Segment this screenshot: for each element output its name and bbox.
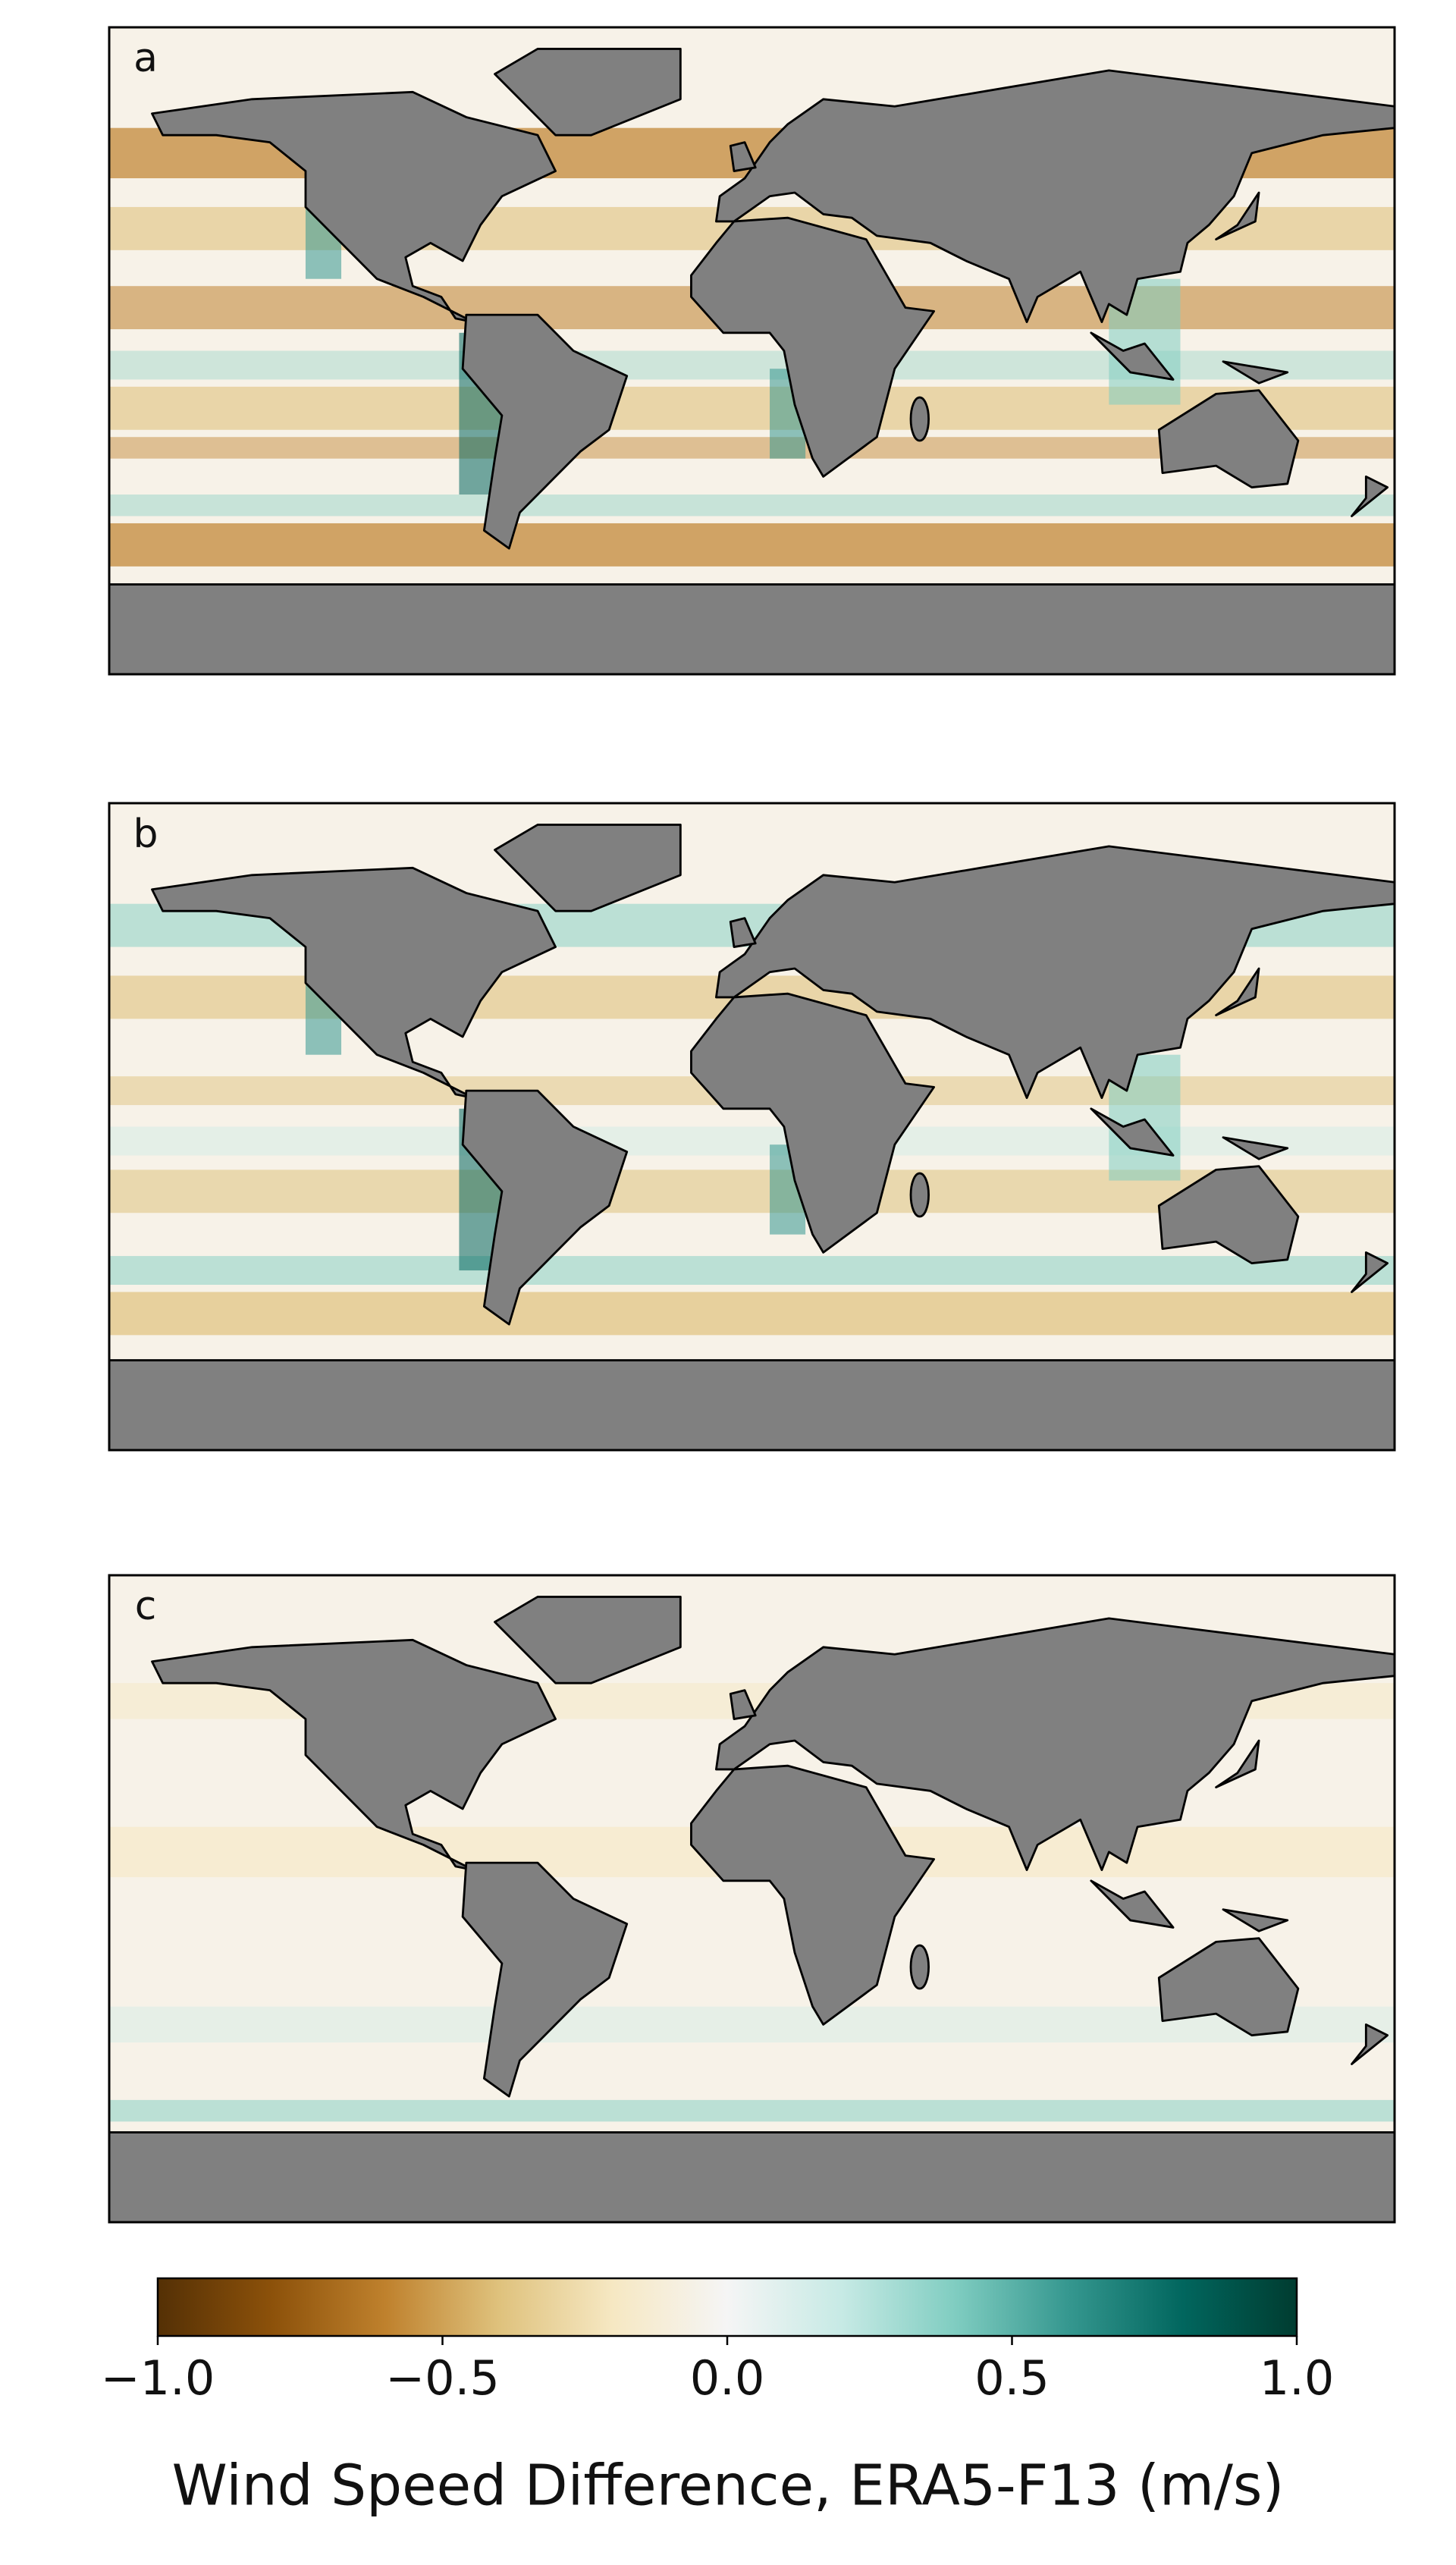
map xyxy=(109,803,1395,1450)
ocean-band xyxy=(109,523,1395,567)
colorbar-tick-label: 1.0 xyxy=(1260,2350,1335,2406)
panel-frame xyxy=(108,26,1396,676)
colorbar-tick-label: 0.5 xyxy=(974,2350,1050,2406)
ocean-band xyxy=(109,1126,1395,1156)
panel-label: c xyxy=(135,1584,157,1629)
panel-frame xyxy=(108,1574,1396,2224)
ocean-band xyxy=(109,350,1395,380)
ocean-band xyxy=(109,494,1395,516)
ocean-band xyxy=(109,1292,1395,1336)
map xyxy=(109,27,1395,674)
colorbar-tick-label: −0.5 xyxy=(385,2350,500,2406)
colorbar-scale xyxy=(156,2277,1298,2337)
map-panel: a xyxy=(108,26,1396,676)
map-panels: a b c xyxy=(108,26,1396,2224)
panel-label: b xyxy=(133,812,158,857)
colorbar-tick-label: 0.0 xyxy=(690,2350,765,2406)
ocean-band xyxy=(109,2099,1395,2122)
map xyxy=(109,1575,1395,2222)
panel-frame xyxy=(108,802,1396,1452)
ocean-band xyxy=(109,1256,1395,1286)
colorbar-tick-label: −1.0 xyxy=(101,2350,215,2406)
map-panel: c xyxy=(108,1574,1396,2224)
map-panel: b xyxy=(108,802,1396,1452)
colorbar-label: Wind Speed Difference, ERA5-F13 (m/s) xyxy=(172,2454,1285,2519)
colorbar: −1.0 −0.5 0.0 0.5 1.0 Wind Speed Difference, … xyxy=(101,2277,1335,2519)
panel-label: a xyxy=(133,36,158,81)
